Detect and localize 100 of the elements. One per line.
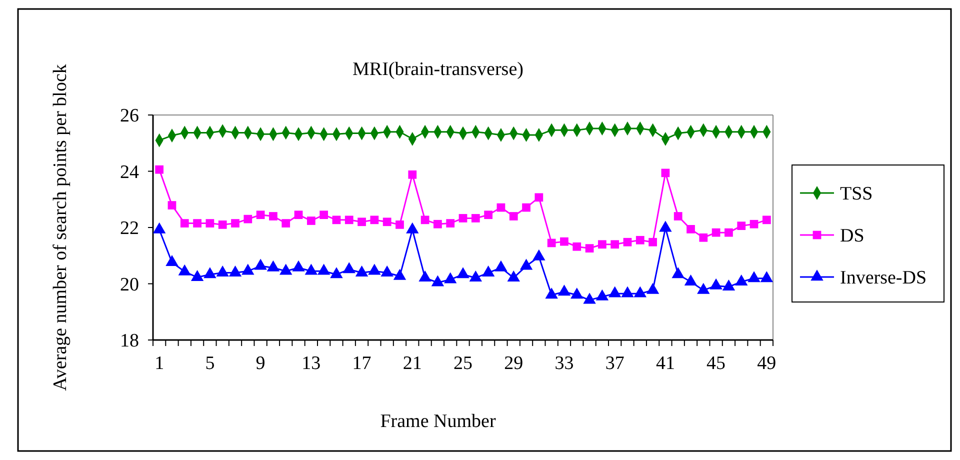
point	[216, 265, 229, 276]
point	[610, 240, 620, 249]
y-tick-label: 24	[120, 162, 140, 183]
point	[342, 262, 356, 274]
point	[358, 218, 366, 226]
point	[750, 220, 758, 228]
x-tick-label: 25	[454, 353, 472, 374]
y-axis-title: Average number of search points per block	[50, 64, 71, 391]
point	[621, 286, 634, 298]
point	[646, 282, 660, 294]
x-tick-label: 5	[205, 353, 215, 374]
point	[228, 265, 242, 276]
point	[471, 214, 480, 222]
point	[370, 216, 379, 224]
point	[152, 222, 166, 234]
point	[269, 212, 278, 220]
x-tick-label: 13	[302, 353, 321, 374]
point	[304, 264, 318, 275]
point	[190, 270, 204, 281]
point	[444, 272, 457, 284]
point	[406, 222, 419, 234]
point	[178, 264, 191, 276]
x-tick-label: 21	[402, 353, 422, 374]
point	[634, 286, 646, 298]
point	[254, 258, 267, 270]
point	[180, 219, 189, 228]
point	[724, 228, 733, 237]
point	[420, 216, 430, 224]
x-tick-label: 33	[554, 353, 574, 374]
point	[193, 219, 202, 228]
point	[218, 220, 227, 229]
point	[306, 216, 316, 225]
point	[446, 219, 455, 228]
point	[686, 225, 695, 234]
point	[332, 216, 341, 224]
point	[760, 271, 774, 282]
point	[396, 220, 404, 229]
point	[380, 265, 394, 276]
point	[280, 264, 292, 275]
point	[534, 193, 544, 202]
point	[431, 275, 444, 286]
point	[735, 274, 748, 286]
point	[674, 212, 682, 220]
chart-title: MRI(brain-transverse)	[352, 59, 524, 80]
point	[648, 238, 657, 246]
point	[294, 210, 303, 220]
point	[469, 270, 482, 282]
point	[545, 288, 558, 299]
point	[496, 203, 506, 212]
point	[558, 284, 571, 296]
point	[560, 237, 568, 246]
point	[266, 260, 280, 272]
point	[393, 268, 406, 280]
point	[509, 212, 518, 220]
point	[570, 288, 584, 299]
point	[712, 228, 720, 237]
point	[737, 222, 746, 230]
point	[722, 280, 736, 291]
x-tick-label: 37	[605, 353, 624, 374]
point	[748, 271, 760, 282]
point	[623, 238, 632, 246]
point	[596, 289, 609, 300]
point	[608, 286, 622, 298]
y-tick-label: 26	[120, 106, 139, 127]
point	[155, 165, 164, 174]
point	[317, 264, 330, 275]
point	[355, 265, 368, 276]
point	[292, 260, 305, 272]
legend-label: Inverse-DS	[840, 268, 927, 289]
point	[368, 264, 381, 275]
x-tick-label: 9	[256, 353, 266, 374]
point	[547, 238, 556, 248]
y-tick-label: 22	[120, 218, 139, 240]
point	[762, 216, 771, 224]
point	[482, 265, 495, 276]
x-tick-label: 41	[656, 353, 675, 374]
point	[699, 233, 708, 242]
point	[256, 210, 265, 220]
point	[520, 258, 533, 270]
point	[697, 282, 710, 294]
point	[532, 249, 546, 260]
point	[522, 203, 530, 212]
point	[344, 216, 354, 224]
point	[206, 219, 214, 228]
point	[166, 255, 178, 266]
legend-label: TSS	[840, 184, 873, 205]
point	[204, 267, 216, 278]
point	[456, 267, 470, 278]
x-axis-title: Frame Number	[380, 411, 496, 432]
point	[572, 242, 582, 251]
point	[408, 170, 417, 179]
point	[242, 264, 254, 275]
point	[494, 260, 508, 272]
point	[583, 292, 596, 304]
point	[330, 267, 343, 278]
point	[598, 240, 606, 249]
point	[672, 267, 684, 278]
x-tick-label: 29	[504, 353, 524, 374]
legend-label: DS	[840, 226, 864, 247]
y-tick-label: 18	[120, 330, 139, 352]
